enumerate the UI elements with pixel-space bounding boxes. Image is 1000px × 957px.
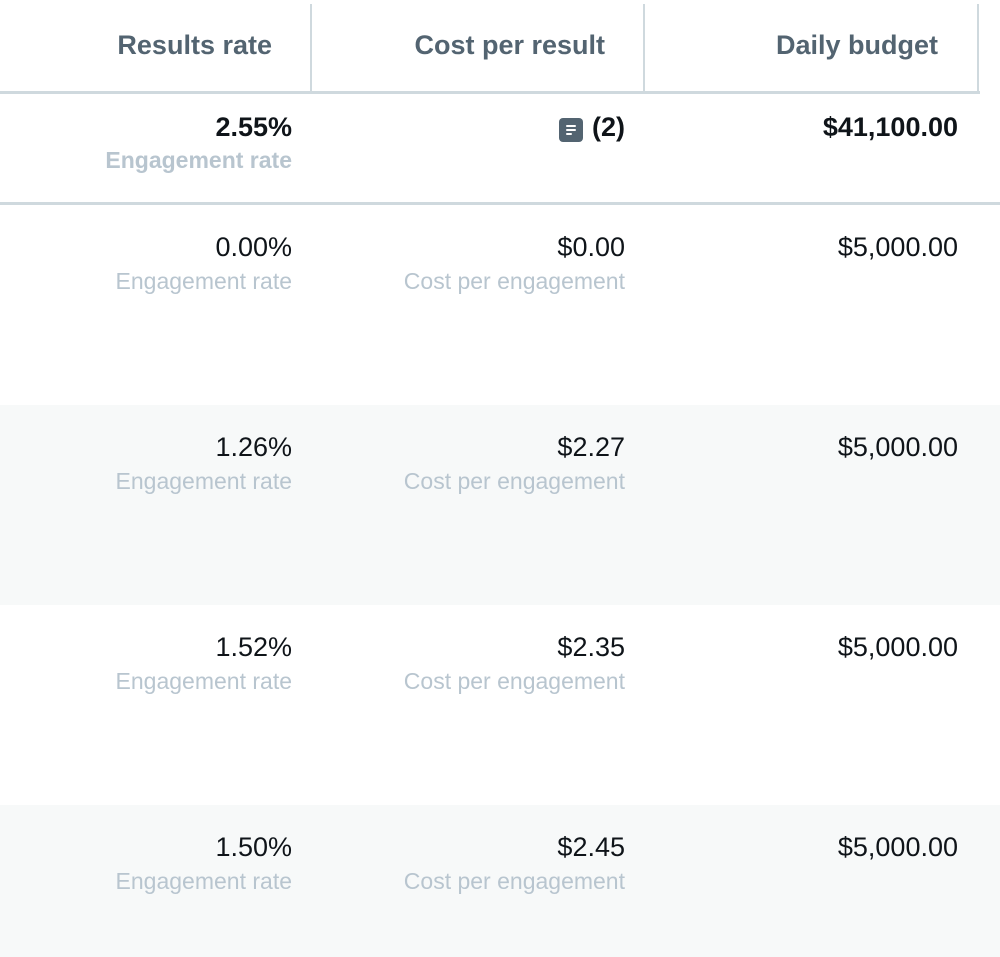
results-rate-label: Engagement rate xyxy=(115,468,292,494)
cost-per-result-value: $0.00 xyxy=(557,232,625,262)
column-header-cost-per-result[interactable]: Cost per result xyxy=(414,30,605,60)
cost-per-result-label: Cost per engagement xyxy=(403,468,625,494)
cost-per-result-value: $2.45 xyxy=(557,832,625,862)
column-resize-handle[interactable] xyxy=(977,4,979,91)
results-rate-value: 1.26% xyxy=(215,432,292,462)
table-header: Results rate Cost per result Daily budge… xyxy=(0,0,980,94)
daily-budget-value[interactable]: $5,000.00 xyxy=(837,632,958,662)
results-rate-label: Engagement rate xyxy=(115,268,292,294)
table-row[interactable]: 1.26% Engagement rate $2.27 Cost per eng… xyxy=(0,405,1000,605)
column-header-results-rate[interactable]: Results rate xyxy=(117,30,272,60)
daily-budget-value[interactable]: $5,000.00 xyxy=(837,832,958,862)
column-header-daily-budget[interactable]: Daily budget xyxy=(775,30,938,60)
total-results-rate-label: Engagement rate xyxy=(105,147,292,173)
note-icon[interactable] xyxy=(559,117,583,142)
cost-per-result-label: Cost per engagement xyxy=(403,668,625,694)
cost-per-result-value: $2.27 xyxy=(557,432,625,462)
cost-per-result-label: Cost per engagement xyxy=(403,868,625,894)
results-rate-value: 0.00% xyxy=(215,232,292,262)
cost-per-result-value: $2.35 xyxy=(557,632,625,662)
total-cost-per-result[interactable]: (2) xyxy=(559,112,625,147)
column-resize-handle[interactable] xyxy=(310,4,312,91)
cost-per-result-label: Cost per engagement xyxy=(403,268,625,294)
column-resize-handle[interactable] xyxy=(643,4,645,91)
total-daily-budget: $41,100.00 xyxy=(822,112,958,142)
table-row[interactable]: 1.52% Engagement rate $2.35 Cost per eng… xyxy=(0,605,1000,805)
totals-row: 2.55% Engagement rate (2) $41,100.00 xyxy=(0,94,1000,205)
table-row[interactable]: 1.50% Engagement rate $2.45 Cost per eng… xyxy=(0,805,1000,957)
results-rate-label: Engagement rate xyxy=(115,868,292,894)
total-results-rate: 2.55% xyxy=(215,112,292,142)
daily-budget-value[interactable]: $5,000.00 xyxy=(837,232,958,262)
table-row[interactable]: 0.00% Engagement rate $0.00 Cost per eng… xyxy=(0,205,1000,405)
total-cost-per-result-count: (2) xyxy=(592,112,625,142)
results-rate-value: 1.50% xyxy=(215,832,292,862)
results-rate-label: Engagement rate xyxy=(115,668,292,694)
daily-budget-value[interactable]: $5,000.00 xyxy=(837,432,958,462)
results-rate-value: 1.52% xyxy=(215,632,292,662)
